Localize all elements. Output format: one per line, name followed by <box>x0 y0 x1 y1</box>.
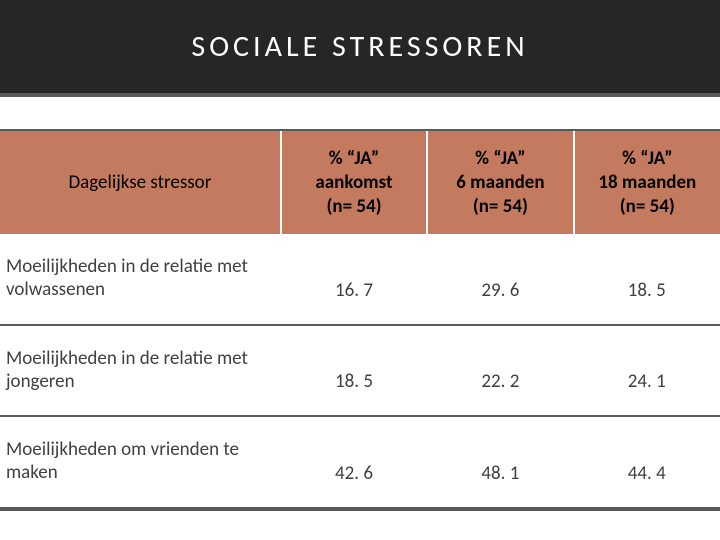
stressor-table: Dagelijkse stressor % “JA” aankomst (n= … <box>0 131 720 511</box>
table-row: Moeilijkheden in de relatie met jongeren… <box>0 325 720 417</box>
row-label: Moeilijkheden om vrienden te maken <box>0 416 281 509</box>
cell-value: 18. 5 <box>281 325 427 417</box>
row-label: Moeilijkheden in de relatie met volwasse… <box>0 234 281 325</box>
cell-value: 44. 4 <box>574 416 720 509</box>
header-row: Dagelijkse stressor % “JA” aankomst (n= … <box>0 131 720 234</box>
col-header-18m: % “JA” 18 maanden (n= 54) <box>574 131 720 234</box>
cell-value: 22. 2 <box>427 325 573 417</box>
title-bar: SOCIALE STRESSOREN <box>0 0 720 97</box>
cell-value: 18. 5 <box>574 234 720 325</box>
cell-value: 16. 7 <box>281 234 427 325</box>
col-header-stressor: Dagelijkse stressor <box>0 131 281 234</box>
col-header-6m: % “JA” 6 maanden (n= 54) <box>427 131 573 234</box>
table-row: Moeilijkheden om vrienden te maken 42. 6… <box>0 416 720 509</box>
cell-value: 42. 6 <box>281 416 427 509</box>
title-gap <box>0 97 720 131</box>
row-label: Moeilijkheden in de relatie met jongeren <box>0 325 281 417</box>
cell-value: 29. 6 <box>427 234 573 325</box>
cell-value: 24. 1 <box>574 325 720 417</box>
page-title: SOCIALE STRESSOREN <box>0 28 720 65</box>
col-header-aankomst: % “JA” aankomst (n= 54) <box>281 131 427 234</box>
cell-value: 48. 1 <box>427 416 573 509</box>
table-row: Moeilijkheden in de relatie met volwasse… <box>0 234 720 325</box>
